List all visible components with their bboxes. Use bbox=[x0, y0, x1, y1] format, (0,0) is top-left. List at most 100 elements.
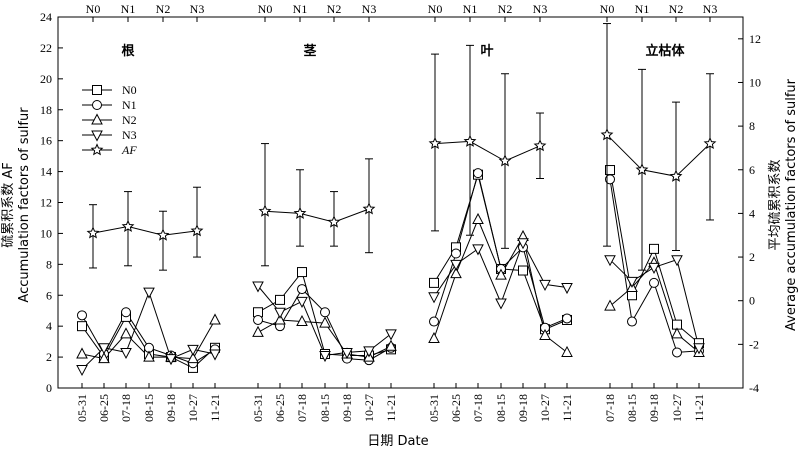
point-n1 bbox=[121, 307, 131, 318]
af-point bbox=[498, 154, 512, 167]
point-n3 bbox=[428, 292, 440, 304]
x-tick-label: 11-21 bbox=[692, 394, 706, 422]
point-n3 bbox=[143, 287, 155, 299]
point-n3 bbox=[165, 354, 177, 366]
point-n1 bbox=[605, 174, 615, 185]
panel-title: 根 bbox=[121, 43, 135, 59]
x-tick-label: 07-18 bbox=[119, 394, 133, 422]
x-tick-label: 07-18 bbox=[603, 394, 617, 422]
af-line bbox=[606, 134, 711, 177]
af-line bbox=[434, 140, 541, 162]
point-n2 bbox=[209, 313, 221, 325]
x-tick-label: 09-18 bbox=[647, 394, 661, 422]
point-n3 bbox=[626, 276, 638, 288]
top-tick-label: N1 bbox=[463, 2, 478, 16]
y-axis-left-title-line1: 硫累积系数 AF bbox=[1, 162, 16, 248]
top-tick-label: N3 bbox=[362, 2, 377, 16]
af-line bbox=[264, 208, 370, 223]
af-point bbox=[362, 202, 376, 215]
y-left-tick-label: 10 bbox=[40, 226, 52, 240]
x-tick-label: 10-27 bbox=[670, 394, 684, 422]
y-right-tick-label: 10 bbox=[749, 75, 761, 89]
y-axis-right-title-line2: Average accumulation factors of sulfur bbox=[784, 78, 799, 331]
top-tick-label: N1 bbox=[635, 2, 650, 16]
point-n3 bbox=[539, 279, 551, 292]
x-tick-label: 09-18 bbox=[164, 394, 178, 422]
point-n1 bbox=[297, 284, 307, 295]
panel-title: 立枯体 bbox=[645, 43, 685, 59]
y-left-tick-label: 22 bbox=[40, 41, 52, 55]
af-line bbox=[92, 225, 198, 236]
af-point bbox=[86, 226, 100, 239]
point-n2 bbox=[539, 328, 551, 340]
x-tick-label: 08-15 bbox=[142, 394, 156, 422]
y-right-tick-label: 12 bbox=[749, 32, 761, 46]
point-n3 bbox=[385, 329, 397, 341]
af-point bbox=[156, 228, 170, 241]
y-right-tick-label: 8 bbox=[749, 119, 755, 133]
af-point bbox=[669, 169, 683, 182]
top-tick-label: N3 bbox=[190, 2, 205, 16]
legend-marker-n1 bbox=[92, 100, 102, 110]
point-n3 bbox=[517, 238, 529, 250]
top-tick-label: N0 bbox=[258, 2, 273, 16]
y-left-tick-label: 4 bbox=[46, 319, 52, 333]
top-tick-label: N1 bbox=[121, 2, 136, 16]
point-n2 bbox=[671, 327, 683, 339]
top-tick-label: N3 bbox=[703, 2, 718, 16]
x-tick-label: 08-15 bbox=[318, 394, 332, 422]
point-n2 bbox=[561, 345, 573, 357]
x-tick-label: 10-27 bbox=[186, 394, 200, 422]
legend-marker-n3 bbox=[91, 130, 103, 142]
point-n3 bbox=[648, 262, 660, 274]
point-n3 bbox=[98, 343, 110, 355]
af-point bbox=[703, 136, 717, 150]
x-tick-label: 10-27 bbox=[538, 394, 552, 422]
y-left-tick-label: 2 bbox=[46, 350, 52, 364]
y-right-tick-label: 4 bbox=[749, 206, 755, 220]
point-n3 bbox=[495, 298, 507, 310]
point-n2 bbox=[428, 331, 440, 344]
point-n1 bbox=[429, 316, 439, 327]
point-n3 bbox=[561, 283, 573, 295]
point-n2 bbox=[143, 350, 155, 362]
y-left-tick-label: 18 bbox=[40, 103, 52, 117]
af-point bbox=[533, 139, 547, 152]
point-n0 bbox=[297, 267, 307, 278]
y-right-tick-label: 0 bbox=[749, 294, 755, 308]
point-n3 bbox=[671, 255, 683, 267]
legend-label-n0: N0 bbox=[122, 83, 137, 97]
x-axis-title: 日期 Date bbox=[367, 434, 428, 449]
x-tick-label: 07-18 bbox=[295, 394, 309, 422]
legend-label-n3: N3 bbox=[122, 128, 137, 142]
af-point bbox=[635, 163, 649, 176]
y-right-tick-label: -4 bbox=[749, 381, 759, 395]
x-tick-label: 06-25 bbox=[97, 394, 111, 422]
top-tick-label: N2 bbox=[156, 2, 171, 16]
top-tick-label: N1 bbox=[293, 2, 308, 16]
y-left-tick-label: 0 bbox=[46, 381, 52, 395]
y-left-tick-label: 20 bbox=[40, 72, 52, 86]
point-n0 bbox=[429, 277, 439, 288]
legend-label-n2: N2 bbox=[122, 113, 137, 127]
point-n3 bbox=[187, 344, 199, 356]
point-n1 bbox=[253, 314, 263, 325]
point-n0 bbox=[77, 321, 87, 332]
af-point bbox=[258, 204, 272, 217]
point-n2 bbox=[187, 352, 199, 364]
point-n2 bbox=[120, 327, 132, 339]
point-n3 bbox=[693, 343, 705, 355]
series-line-n2 bbox=[609, 261, 700, 353]
point-n2 bbox=[252, 325, 264, 337]
point-n1 bbox=[473, 168, 483, 179]
point-n1 bbox=[672, 347, 682, 358]
legend-marker-n2 bbox=[91, 113, 103, 125]
top-tick-label: N2 bbox=[498, 2, 513, 16]
point-n2 bbox=[98, 352, 110, 364]
x-tick-label: 07-18 bbox=[471, 394, 485, 422]
x-tick-label: 11-21 bbox=[208, 394, 222, 422]
x-tick-label: 11-21 bbox=[560, 394, 574, 422]
x-tick-label: 05-31 bbox=[75, 394, 89, 422]
x-tick-label: 05-31 bbox=[427, 394, 441, 422]
point-n0 bbox=[627, 290, 637, 301]
